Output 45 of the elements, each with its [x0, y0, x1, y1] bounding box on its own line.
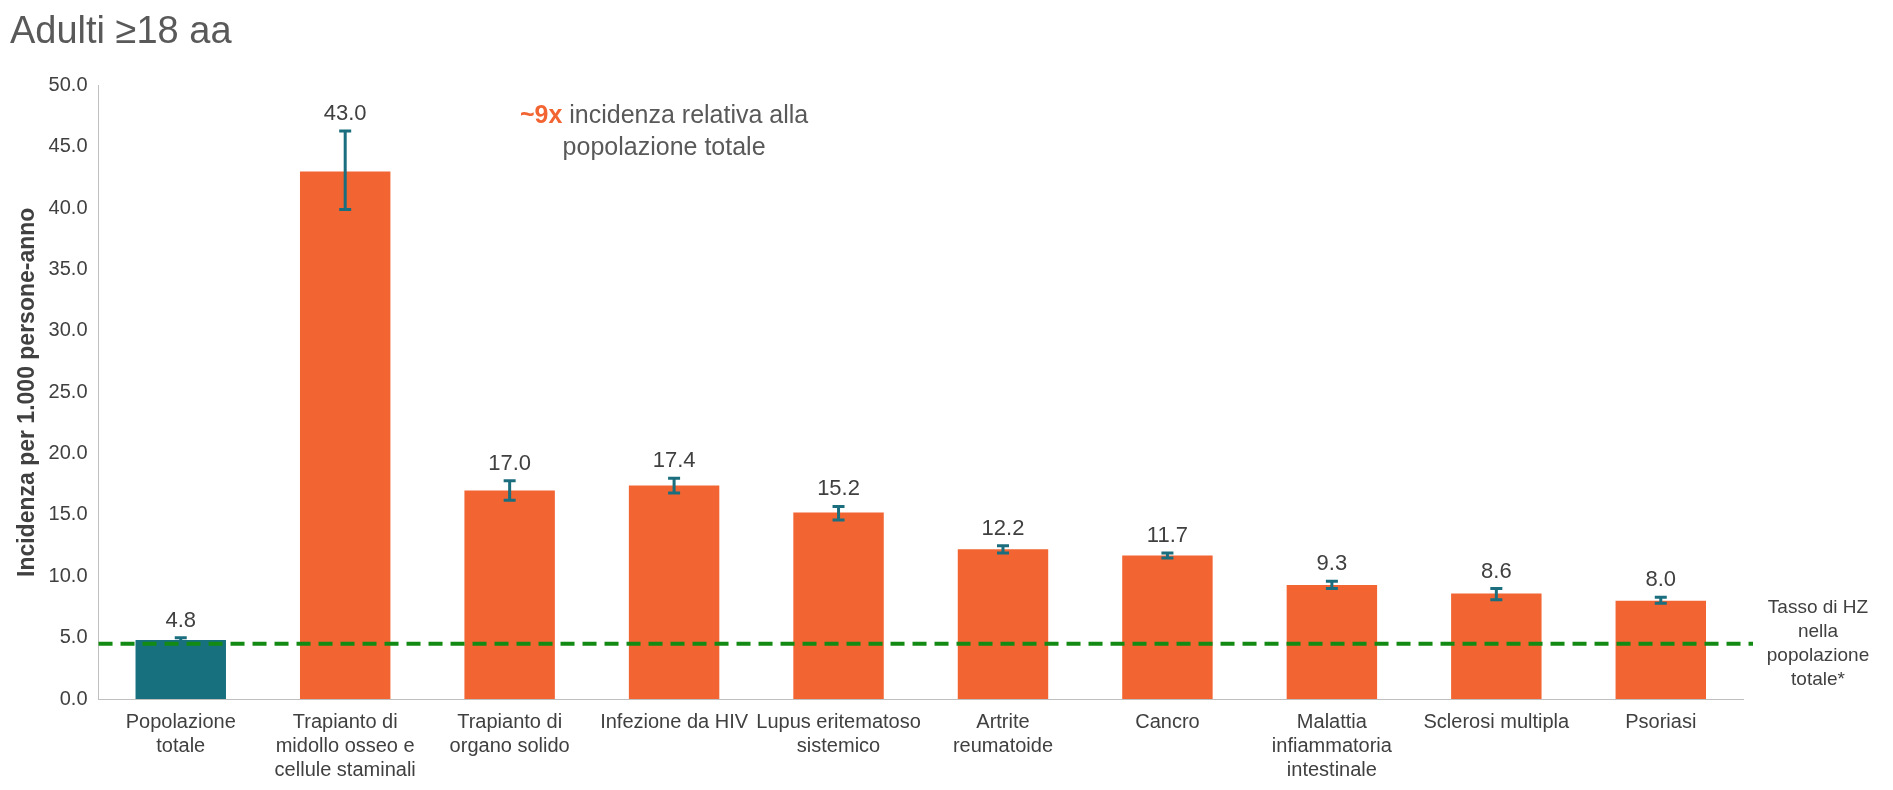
y-tick-label: 30.0 — [48, 318, 88, 341]
x-tick-label: Artrite reumatoide — [952, 709, 1054, 756]
data-label: 12.2 — [981, 514, 1025, 540]
x-tick-label: Sclerosi multipla — [1423, 709, 1571, 732]
bar — [1286, 584, 1378, 699]
data-label: 15.2 — [817, 475, 860, 501]
bar — [1451, 593, 1542, 699]
bar — [464, 490, 555, 699]
data-label: 8.0 — [1645, 566, 1677, 592]
x-tick-label: Trapianto di organo solido — [449, 709, 570, 756]
y-tick-label: 35.0 — [48, 257, 88, 280]
data-label: 17.4 — [652, 447, 696, 473]
bar — [1122, 555, 1213, 699]
bar — [957, 549, 1049, 699]
x-tick-label: Trapianto di midollo osseo e cellule staminali — [274, 709, 416, 780]
x-tick-label: Cancro — [1135, 709, 1200, 732]
ref-line-label: Tasso di HZ nella popolazione totale* — [1766, 596, 1870, 690]
y-axis-title: Incidenza per 1.000 persone-anno — [13, 207, 40, 577]
y-tick-label: 0.0 — [59, 686, 88, 709]
y-tick-label: 50.0 — [48, 73, 88, 96]
data-label: 11.7 — [1146, 522, 1189, 548]
bar — [793, 512, 884, 699]
bar — [628, 485, 720, 699]
annotation: ~9x incidenza relativa alla popolazione totale — [518, 98, 810, 163]
bar — [299, 171, 391, 699]
chart-title: Adulti ≥18 aa — [10, 9, 233, 52]
data-label: 9.3 — [1316, 550, 1348, 576]
bar — [1615, 600, 1706, 699]
y-tick-label: 40.0 — [48, 195, 88, 218]
data-label: 4.8 — [165, 606, 197, 632]
y-tick-label: 15.0 — [48, 502, 88, 525]
data-label: 43.0 — [323, 100, 367, 126]
y-tick-label: 5.0 — [59, 625, 88, 648]
x-tick-label: Infezione da HIV — [600, 709, 749, 732]
y-tick-label: 10.0 — [48, 563, 88, 586]
y-tick-label: 20.0 — [48, 441, 88, 464]
y-tick-label: 45.0 — [48, 134, 88, 157]
data-label: 8.6 — [1481, 557, 1512, 583]
x-tick-label: Psoriasi — [1625, 709, 1697, 732]
x-tick-label: Malattia infiammatoria intestinale — [1271, 709, 1393, 780]
y-tick-label: 25.0 — [48, 379, 88, 402]
data-label: 17.0 — [488, 449, 532, 475]
x-tick-label: Lupus eritematoso sistemico — [756, 709, 921, 756]
x-tick-label: Popolazione totale — [125, 709, 236, 756]
bar — [135, 640, 226, 699]
